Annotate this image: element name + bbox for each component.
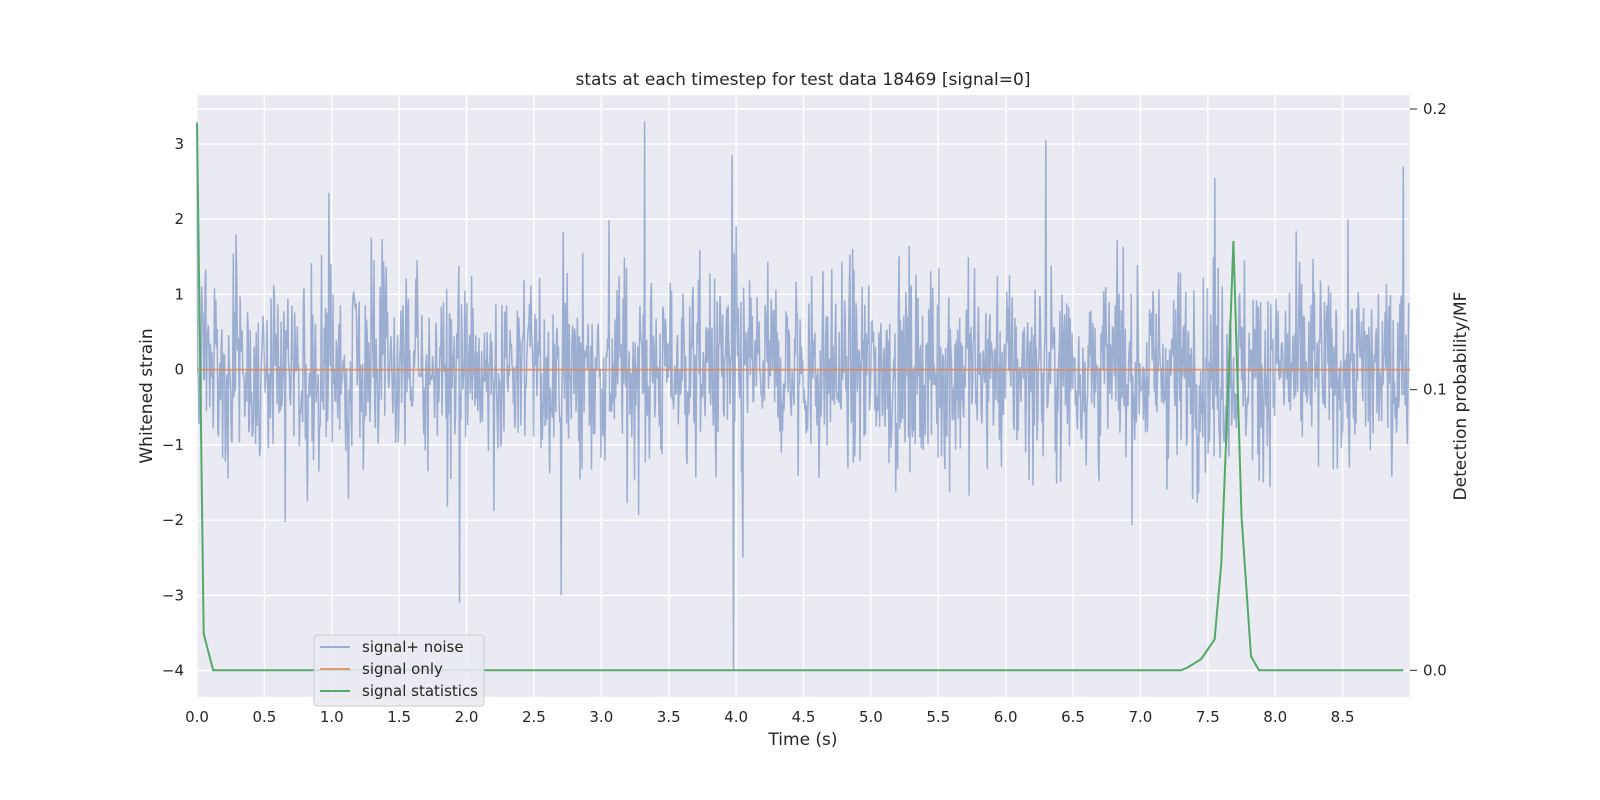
y-tick-label: −2 <box>162 511 184 529</box>
x-axis-ticks: 0.0 0.5 1.0 1.5 2.0 2.5 3.0 3.5 4.0 4.5 5.0 5.5 6.0 6… <box>185 708 1354 726</box>
legend-box <box>313 634 485 707</box>
x-tick-label: 4.5 <box>792 708 816 726</box>
x-tick-label: 1.5 <box>387 708 411 726</box>
legend: signal+ noise signal only signal statist… <box>313 634 485 707</box>
x-tick-label: 5.5 <box>926 708 950 726</box>
series-line-signal-statistics <box>196 123 1404 672</box>
y-tick-label: 1 <box>174 285 184 303</box>
x-tick-label: 8.5 <box>1331 708 1355 726</box>
y-tick-label: 0 <box>174 361 184 379</box>
x-tick-label: 5.0 <box>859 708 883 726</box>
x-tick-label: 0.0 <box>185 708 209 726</box>
y-tick-label: −3 <box>162 586 184 604</box>
y-tick-label: −1 <box>162 436 184 454</box>
x-tick-label: 7.0 <box>1129 708 1153 726</box>
x-tick-label: 6.0 <box>994 708 1018 726</box>
y-axis-ticks: 3 2 1 0 −1 −2 −3 −4 <box>162 135 184 680</box>
chart-title: stats at each timestep for test data 184… <box>576 70 1031 90</box>
x-tick-label: 2.5 <box>522 708 546 726</box>
x-tick-label: 7.5 <box>1196 708 1220 726</box>
plot-series <box>196 121 1410 672</box>
x-axis-label: Time (s) <box>767 730 837 750</box>
legend-label-signal-only: signal only <box>362 660 443 678</box>
y2-axis-label: Detection probability/MF <box>1451 292 1471 501</box>
y-tick-label: 3 <box>174 135 184 153</box>
legend-label-noise: signal+ noise <box>362 638 464 656</box>
y2-axis-ticks: 0.2 0.1 0.0 <box>1410 100 1447 679</box>
y2-tick-label: 0.0 <box>1423 661 1447 679</box>
x-tick-label: 8.0 <box>1263 708 1287 726</box>
x-tick-label: 6.5 <box>1061 708 1085 726</box>
x-tick-label: 3.0 <box>589 708 613 726</box>
y-tick-label: 2 <box>174 210 184 228</box>
legend-label-statistics: signal statistics <box>362 682 478 700</box>
x-tick-label: 1.0 <box>320 708 344 726</box>
x-tick-label: 4.0 <box>724 708 748 726</box>
x-tick-label: 3.5 <box>657 708 681 726</box>
series-line-signal-noise <box>196 121 1410 671</box>
x-tick-label: 2.0 <box>455 708 479 726</box>
y2-tick-label: 0.2 <box>1423 100 1447 118</box>
y2-tick-label: 0.1 <box>1423 381 1447 399</box>
y-axis-label: Whitened strain <box>137 328 157 463</box>
y-tick-label: −4 <box>162 662 184 680</box>
x-tick-label: 0.5 <box>252 708 276 726</box>
